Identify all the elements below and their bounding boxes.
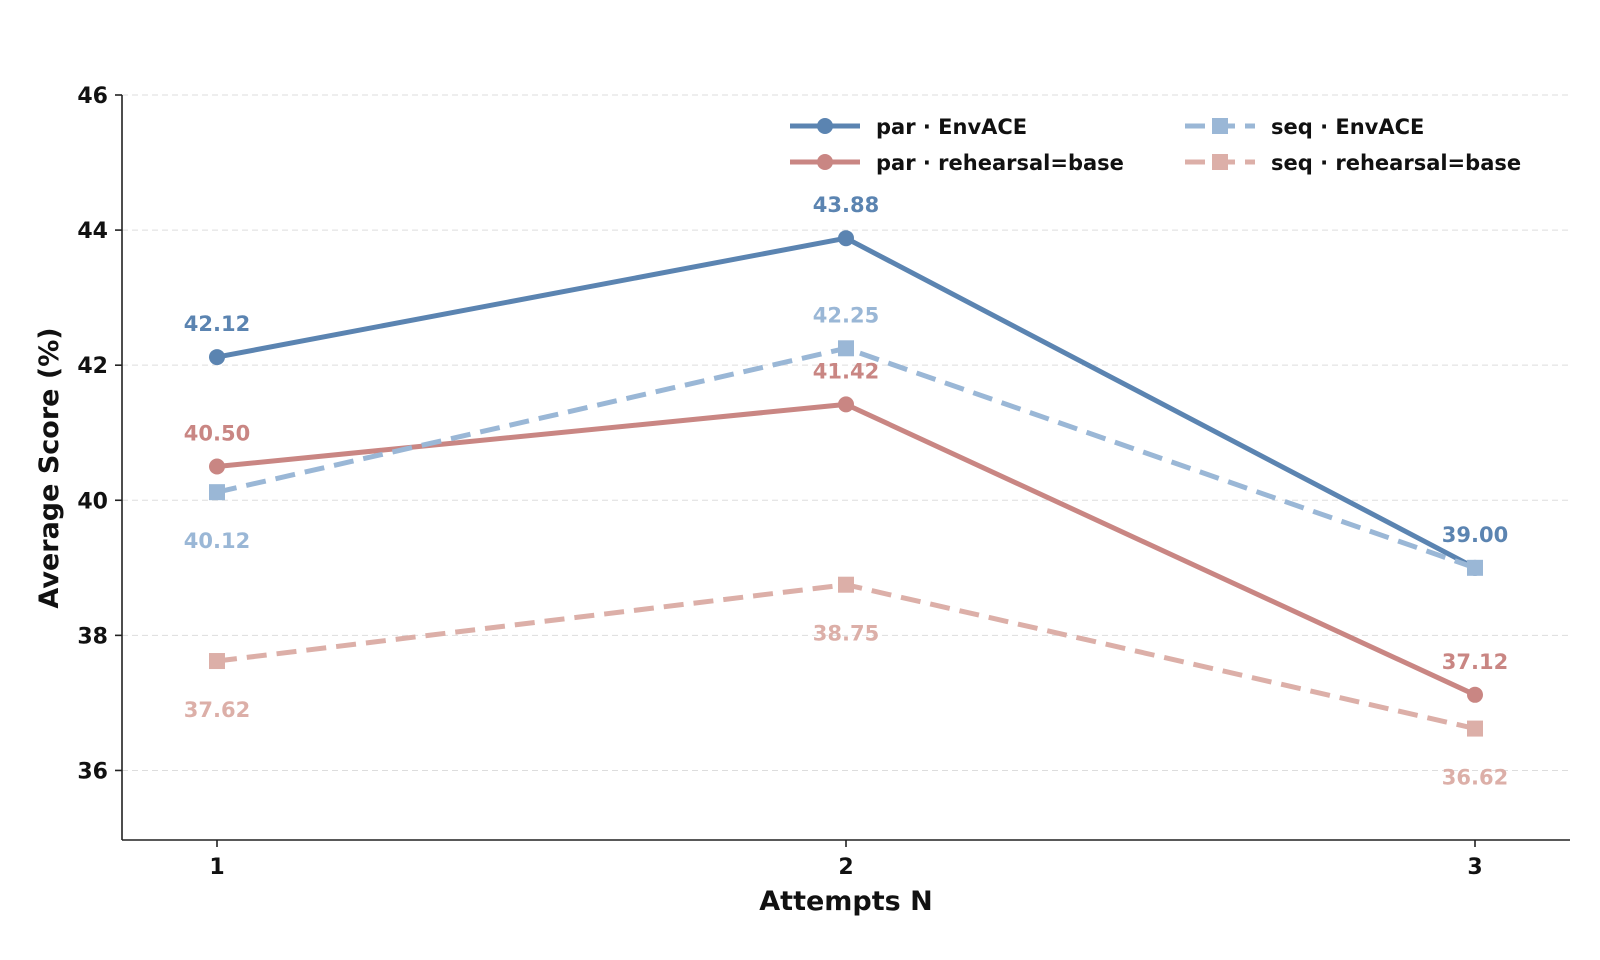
legend-label: par · EnvACE — [876, 115, 1027, 139]
data-labels: 42.12 43.88 39.00 40.50 41.42 37.12 40.12 42.25… — [184, 193, 1508, 789]
y-tick-label: 40 — [77, 489, 108, 514]
legend-entry: seq · EnvACE — [1185, 115, 1424, 139]
y-tick-label: 36 — [77, 759, 108, 784]
legend-marker — [817, 118, 833, 134]
data-point — [209, 458, 225, 475]
y-tick-label: 42 — [77, 354, 108, 379]
data-label: 39.00 — [1442, 523, 1508, 547]
legend-marker — [1212, 118, 1228, 134]
data-label: 43.88 — [813, 193, 879, 217]
legend-entry: par · rehearsal=base — [790, 151, 1124, 175]
data-label: 40.12 — [184, 529, 250, 553]
legend-marker — [817, 154, 833, 170]
x-tick-label: 3 — [1467, 855, 1482, 880]
legend: par · EnvACE par · rehearsal=base seq · En… — [790, 115, 1521, 175]
legend-entry: seq · rehearsal=base — [1185, 151, 1521, 175]
x-tick-label: 2 — [838, 855, 853, 880]
legend-label: seq · rehearsal=base — [1271, 151, 1521, 175]
data-point — [209, 349, 225, 366]
data-point — [1467, 559, 1483, 576]
data-label: 42.12 — [184, 312, 250, 336]
y-axis-title: Average Score (%) — [34, 327, 65, 608]
grid — [122, 94, 1570, 771]
y-tick-label: 38 — [77, 624, 108, 649]
data-label: 37.12 — [1442, 650, 1508, 674]
data-point — [209, 653, 225, 670]
legend-label: par · rehearsal=base — [876, 151, 1124, 175]
data-label: 41.42 — [813, 359, 879, 383]
data-label: 42.25 — [813, 303, 879, 327]
legend-entry: par · EnvACE — [790, 115, 1027, 139]
data-point — [1467, 720, 1483, 737]
data-point — [838, 230, 854, 247]
data-label: 37.62 — [184, 698, 250, 722]
data-point — [209, 484, 225, 501]
y-tick-label: 46 — [77, 84, 108, 109]
series-3 — [209, 576, 1483, 737]
data-point — [838, 396, 854, 413]
data-point — [838, 340, 854, 357]
series-1 — [209, 396, 1483, 703]
data-point — [1467, 686, 1483, 703]
data-label: 38.75 — [813, 622, 879, 646]
series-2 — [209, 340, 1483, 576]
tick-labels: 36 38 40 42 44 46 1 2 3 — [77, 84, 1482, 880]
x-axis-title: Attempts N — [759, 886, 932, 917]
x-tick-label: 1 — [209, 855, 224, 880]
legend-label: seq · EnvACE — [1271, 115, 1424, 139]
data-point — [838, 576, 854, 593]
series — [209, 230, 1483, 737]
data-label: 40.50 — [184, 422, 250, 446]
data-label: 36.62 — [1442, 766, 1508, 790]
legend-marker — [1212, 154, 1228, 170]
y-tick-label: 44 — [77, 219, 108, 244]
